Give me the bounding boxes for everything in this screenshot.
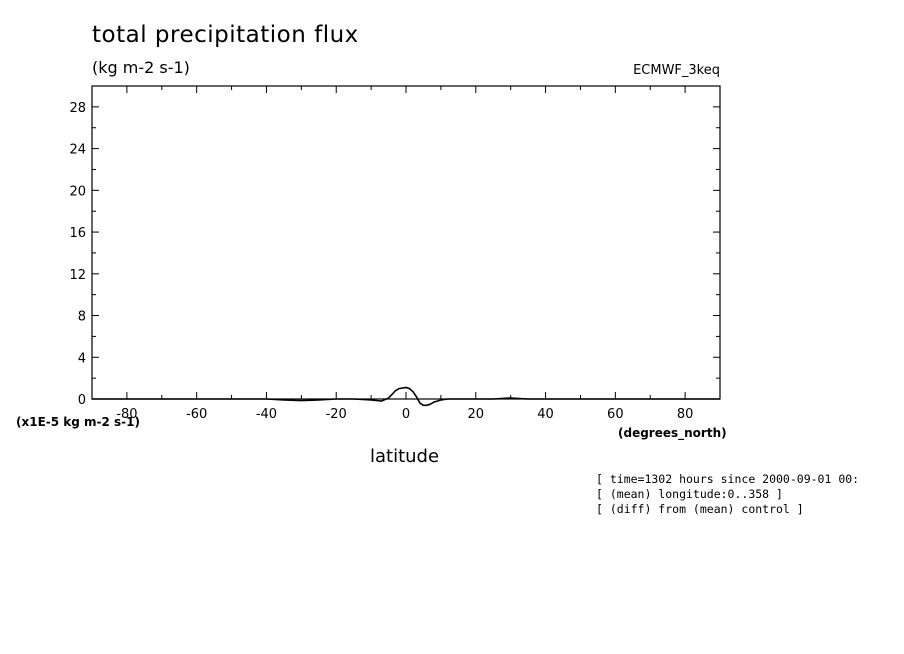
x-tick-label: -20 bbox=[326, 407, 347, 422]
x-tick-label: -80 bbox=[116, 407, 137, 422]
x-tick-label: -60 bbox=[186, 407, 207, 422]
x-tick-label: 60 bbox=[607, 407, 624, 422]
annotation-longitude: [ (mean) longitude:0..358 ] bbox=[596, 487, 783, 501]
y-tick-label: 0 bbox=[78, 393, 86, 408]
plot-frame bbox=[91, 85, 721, 400]
x-tick-label: 40 bbox=[537, 407, 554, 422]
y-tick-label: 4 bbox=[78, 351, 86, 366]
y-tick-label: 12 bbox=[69, 268, 86, 283]
units-label: (kg m-2 s-1) bbox=[92, 58, 190, 77]
plot-border bbox=[91, 85, 721, 400]
axis-ticks bbox=[91, 85, 721, 400]
series-group bbox=[92, 386, 720, 407]
annotation-time: [ time=1302 hours since 2000-09-01 00: bbox=[596, 472, 860, 486]
y-tick-label: 24 bbox=[69, 143, 86, 158]
x-tick-label: 0 bbox=[402, 407, 410, 422]
chart-title: total precipitation flux bbox=[92, 22, 359, 48]
x-tick-label: 80 bbox=[677, 407, 694, 422]
y-tick-label: 28 bbox=[69, 101, 86, 116]
y-tick-label: 16 bbox=[69, 226, 86, 241]
x-tick-label: -40 bbox=[256, 407, 277, 422]
x-units-label: (degrees_north) bbox=[618, 426, 727, 440]
x-axis-label: latitude bbox=[370, 446, 440, 467]
tick-labels: -80 -60 -40 -20 0 20 40 60 80 0 4 8 12 16 20 24 28 bbox=[69, 101, 693, 422]
y-scale-label: (x1E-5 kg m-2 s-1) bbox=[16, 415, 140, 429]
y-tick-label: 8 bbox=[78, 310, 86, 325]
dataset-label: ECMWF_3keq bbox=[633, 63, 720, 78]
x-tick-label: 20 bbox=[468, 407, 485, 422]
series-line bbox=[92, 386, 720, 407]
y-tick-label: 20 bbox=[69, 184, 86, 199]
annotation-diff: [ (diff) from (mean) control ] bbox=[596, 502, 804, 516]
